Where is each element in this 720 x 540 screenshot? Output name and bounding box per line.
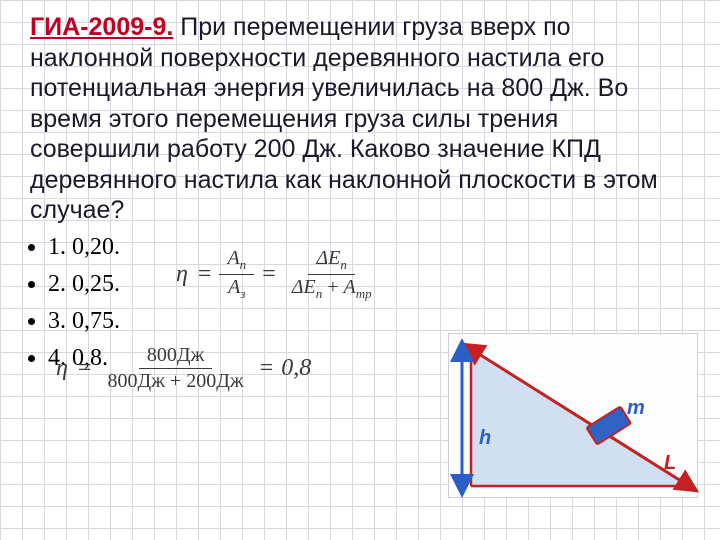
L-label: L [664,452,676,474]
frac-den-sym2: A [343,276,355,298]
h-label: h [479,427,491,449]
problem-tag: ГИА-2009-9. [30,13,173,41]
m-label: m [627,397,645,419]
frac-num-sub: п [340,257,347,272]
frac-den-sub: з [240,286,245,301]
frac-num-sym: A [227,247,239,269]
numeric-result: 0,8 [277,355,311,382]
answer-option: 1. 0,20. [48,234,150,261]
problem-body: При перемещении груза вверх по наклонной… [30,13,658,224]
answer-option: 2. 0,25. [48,271,150,298]
fraction-dEp: ΔEп ΔEп + Aтр [284,246,380,303]
incline-svg: h L m [449,334,699,499]
answer-option: 3. 0,75. [48,308,150,335]
fraction-numeric: 800Дж 800Дж + 200Дж [99,343,251,394]
numeric-num: 800Дж [139,343,212,369]
frac-den-sym: A [228,276,240,298]
eta-symbol: η [176,261,194,288]
frac-num-sub: п [240,257,247,272]
eta-symbol: η [56,355,74,382]
numeric-den: 800Дж + 200Дж [99,369,251,394]
formula-numeric: η = 800Дж 800Дж + 200Дж = 0,8 [56,343,416,394]
equals-sign: = [74,355,96,382]
plus-sign: + [322,276,343,298]
problem-text: ГИА-2009-9. При перемещении груза вверх … [30,12,690,226]
frac-den-sub2: тр [356,286,372,301]
equals-sign: = [194,261,216,288]
equals-sign: = [258,261,280,288]
equals-sign: = [256,355,278,382]
frac-num-sym: ΔE [316,247,340,269]
frac-den-sym: ΔE [292,276,316,298]
fraction-Ap-Az: Aп Aз [219,246,254,303]
formula-block: η = Aп Aз = ΔEп ΔEп + Aтр η = 800Д [176,232,416,394]
formula-symbolic: η = Aп Aз = ΔEп ΔEп + Aтр [176,246,416,303]
incline-diagram: h L m [448,333,698,498]
